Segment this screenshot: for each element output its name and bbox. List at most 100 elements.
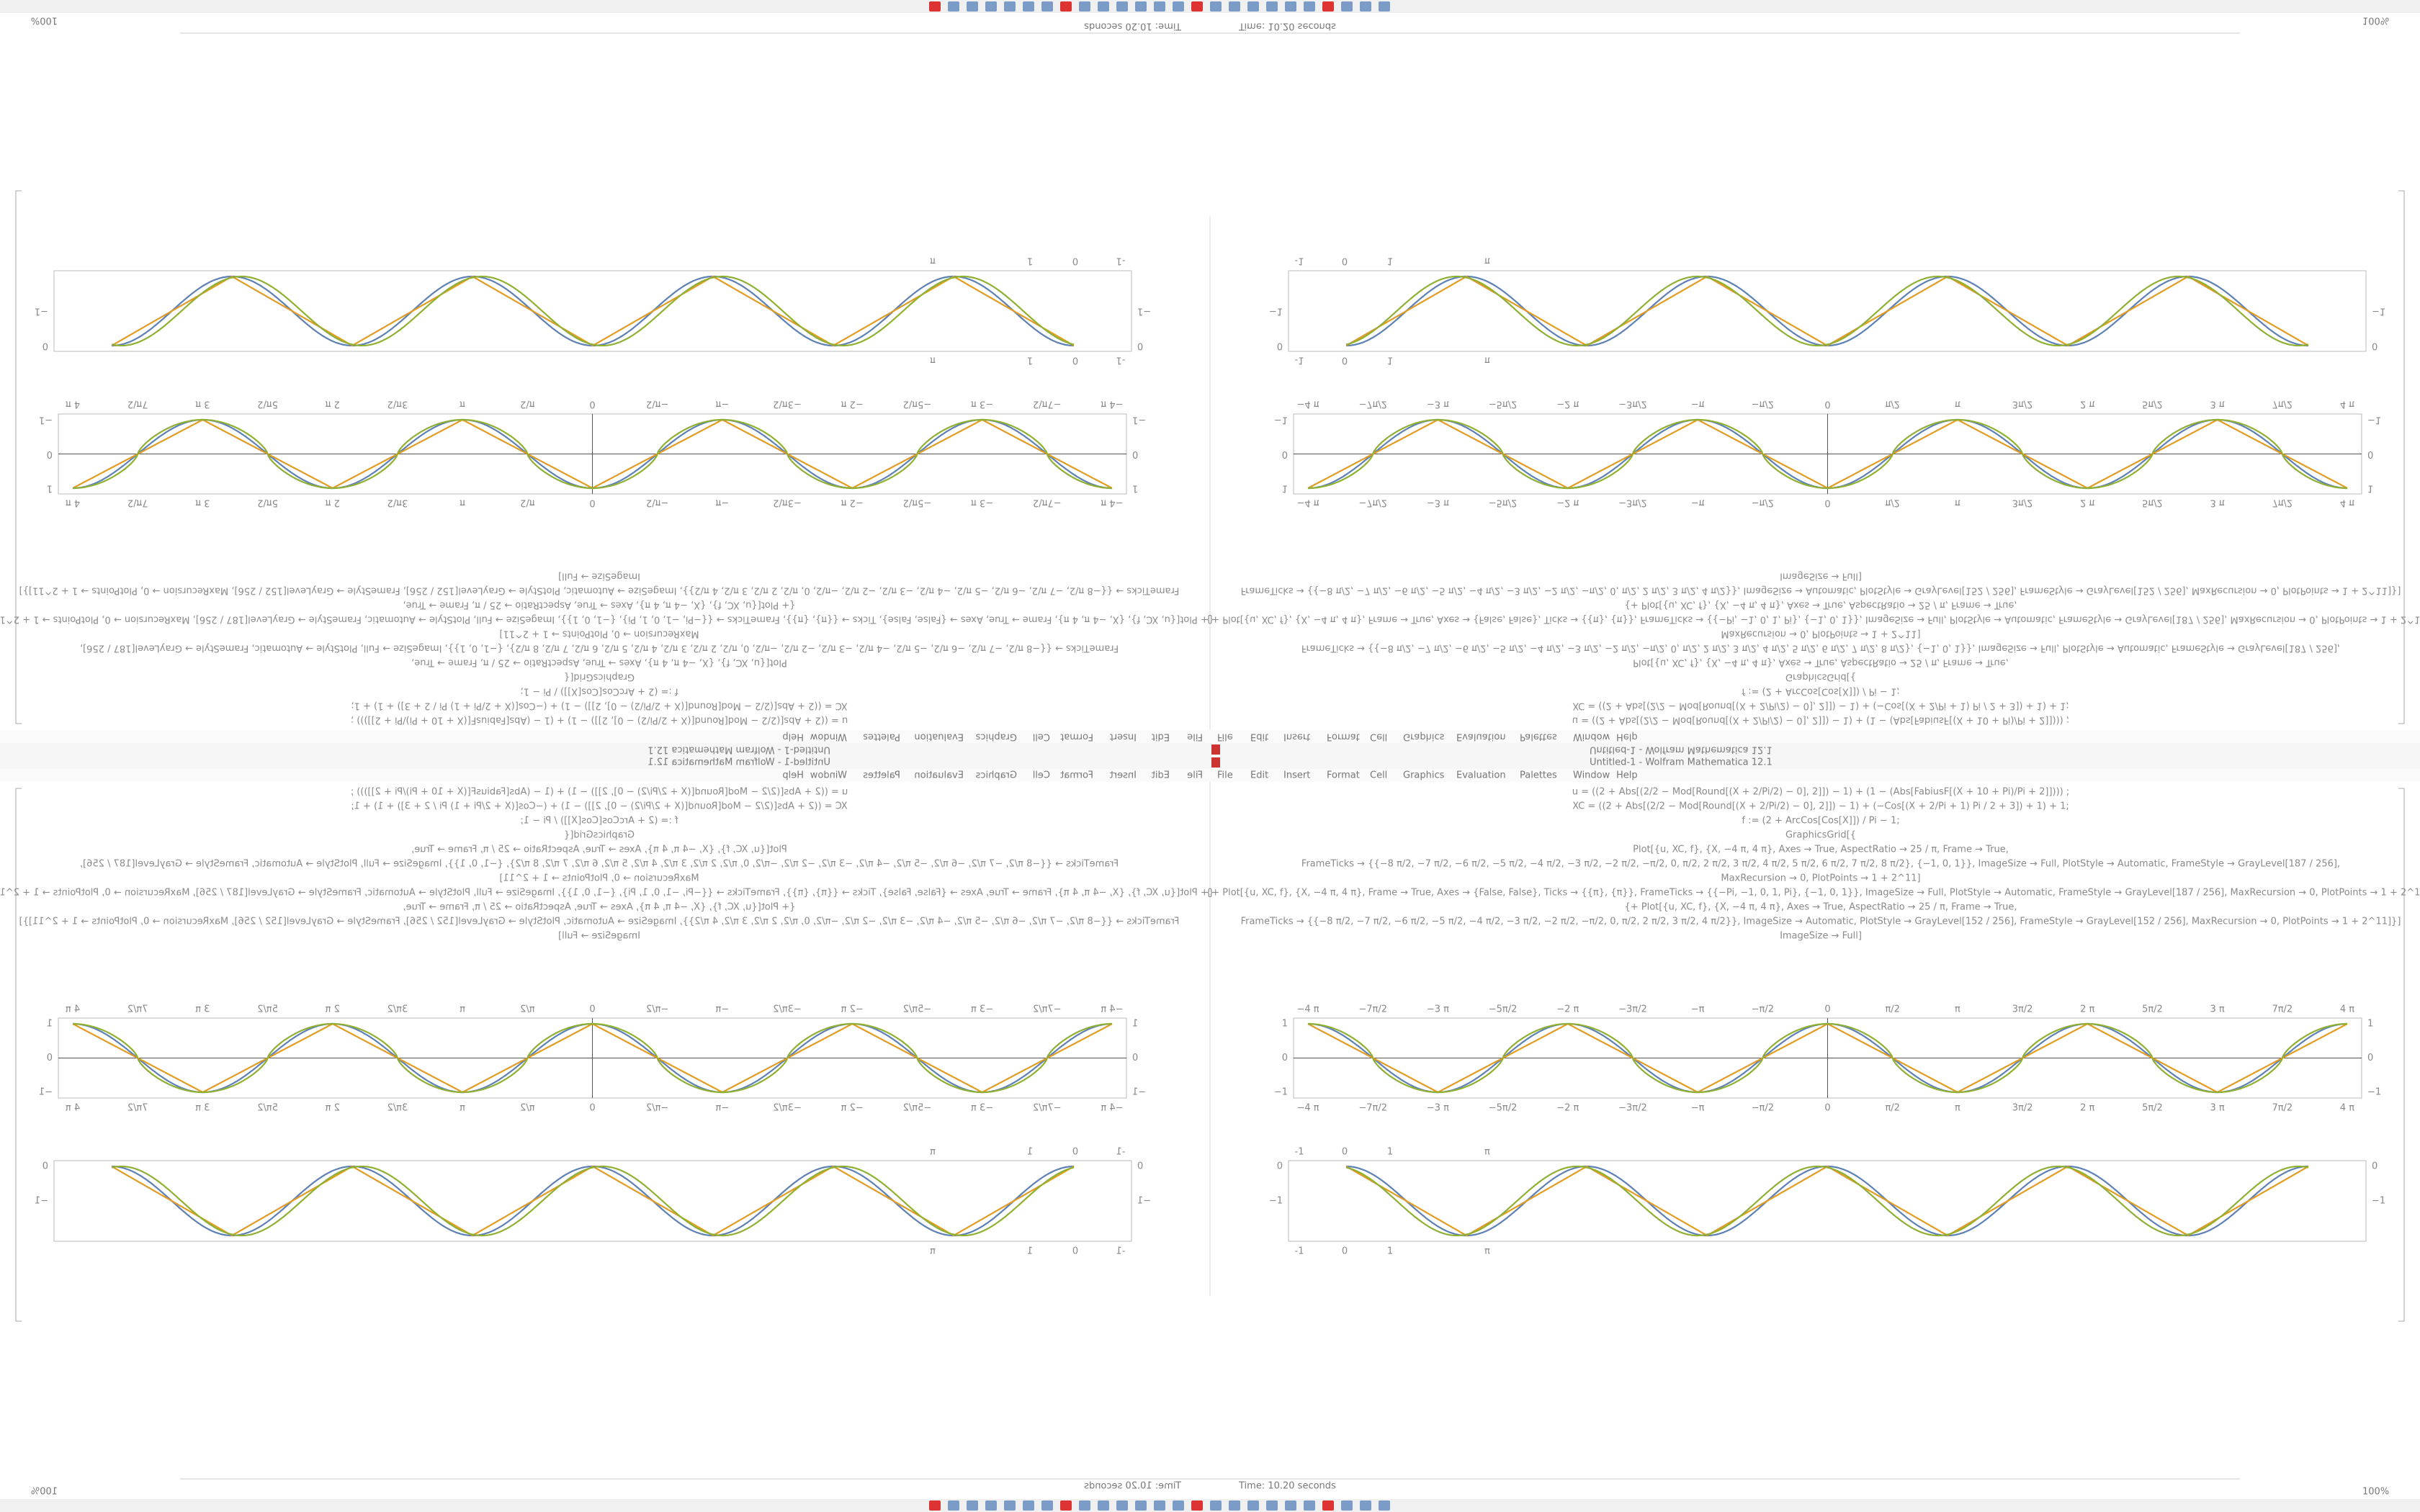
taskbar-icon[interactable] [1210,1500,1222,1511]
taskbar-icon[interactable] [1079,1,1090,12]
taskbar-icon[interactable] [1360,1500,1371,1511]
taskbar-icon[interactable] [1004,1500,1016,1511]
taskbar-icon[interactable] [1247,1500,1259,1511]
menu-item[interactable]: Graphics [1403,732,1445,742]
taskbar-icon[interactable] [985,1500,997,1511]
taskbar-icon[interactable] [1266,1500,1278,1511]
menu-item[interactable]: Edit [1250,770,1268,781]
menu-item[interactable]: Edit [1250,732,1268,742]
taskbar-icon[interactable] [967,1,978,12]
x-tick-label: π [1484,1246,1490,1257]
menu-item[interactable]: File [1187,732,1203,742]
menu-item[interactable]: File [1217,732,1233,742]
taskbar-icon[interactable] [1060,1500,1072,1511]
taskbar-icon[interactable] [1079,1500,1090,1511]
x-tick-label: π [460,1004,465,1015]
taskbar-icon[interactable] [1191,1,1203,12]
menu-item[interactable]: Insert [1283,732,1310,742]
taskbar-icon[interactable] [1247,1,1259,12]
menu-item[interactable]: Palettes [1520,732,1557,742]
menu-item[interactable]: Window [810,732,847,742]
taskbar-icon[interactable] [1210,1,1222,12]
menu-item[interactable]: Window [1573,732,1610,742]
menu-item[interactable]: Format [1327,732,1360,742]
taskbar-icon[interactable] [929,1500,941,1511]
taskbar-icon[interactable] [1266,1,1278,12]
taskbar-icon[interactable] [1229,1500,1240,1511]
menu-item[interactable]: Cell [1033,732,1050,742]
taskbar-icon[interactable] [985,1,997,12]
menu-item[interactable]: Format [1060,770,1093,781]
menu-item[interactable]: Edit [1152,732,1170,742]
menu-item[interactable]: File [1187,770,1203,781]
taskbar-icon[interactable] [1098,1,1109,12]
menu-item[interactable]: Evaluation [1456,732,1506,742]
x-tick-label: −5π/2 [903,1103,932,1114]
taskbar-icon[interactable] [1191,1500,1203,1511]
taskbar-icon[interactable] [929,1,941,12]
taskbar-icon[interactable] [1304,1,1315,12]
taskbar-icon[interactable] [1060,1,1072,12]
menu-item[interactable]: Cell [1370,770,1387,781]
code-line: {+ Plot[{u, XC, f}, {X, −4 π, 4 π}, Fram… [1206,614,2420,625]
taskbar-icon[interactable] [1379,1,1390,12]
taskbar-icon[interactable] [948,1500,959,1511]
x-tick-label: 0 [1342,256,1348,266]
menu-item[interactable]: File [1217,770,1233,781]
menu-item[interactable]: Insert [1110,732,1137,742]
taskbar-icon[interactable] [1135,1500,1147,1511]
menu-item[interactable]: Window [1573,770,1610,781]
taskbar-icon[interactable] [1173,1500,1184,1511]
menu-item[interactable]: Help [1616,732,1638,742]
taskbar-icon[interactable] [1322,1500,1334,1511]
y-tick-label: 0 [2372,1161,2378,1172]
menu-item[interactable]: Help [782,732,804,742]
menu-item[interactable]: Insert [1110,770,1137,781]
menu-item[interactable]: Edit [1152,770,1170,781]
taskbar-icon[interactable] [1116,1500,1128,1511]
close-button[interactable] [1211,757,1220,768]
menu-item[interactable]: Help [1616,770,1638,781]
taskbar-icon[interactable] [1341,1500,1353,1511]
menu-item[interactable]: Window [810,770,847,781]
taskbar-icon[interactable] [1154,1,1165,12]
menu-item[interactable]: Palettes [1520,770,1557,781]
menu-item[interactable]: Graphics [975,770,1017,781]
taskbar-icon[interactable] [1041,1,1053,12]
taskbar-icon[interactable] [1379,1500,1390,1511]
menu-item[interactable]: Evaluation [1456,770,1506,781]
taskbar-icon[interactable] [1041,1500,1053,1511]
taskbar-icon[interactable] [1173,1,1184,12]
taskbar-icon[interactable] [948,1,959,12]
taskbar-icon[interactable] [1285,1500,1296,1511]
menu-item[interactable]: Format [1327,770,1360,781]
taskbar-icon[interactable] [1304,1500,1315,1511]
y-tick-label: −1 [2367,1087,2381,1098]
menu-item[interactable]: Insert [1283,770,1310,781]
menu-item[interactable]: Cell [1370,732,1387,742]
menu-item[interactable]: Palettes [863,770,900,781]
x-tick-label: −3 π [971,1103,993,1114]
taskbar-icon[interactable] [1341,1,1353,12]
menu-item[interactable]: Graphics [1403,770,1445,781]
menu-item[interactable]: Format [1060,732,1093,742]
taskbar-icon[interactable] [1004,1,1016,12]
taskbar-icon[interactable] [967,1500,978,1511]
taskbar-icon[interactable] [1322,1,1334,12]
close-button[interactable] [1211,744,1220,755]
taskbar-icon[interactable] [1098,1500,1109,1511]
menu-item[interactable]: Evaluation [914,732,964,742]
taskbar-icon[interactable] [1023,1,1034,12]
taskbar-icon[interactable] [1360,1,1371,12]
menu-item[interactable]: Cell [1033,770,1050,781]
taskbar-icon[interactable] [1229,1,1240,12]
taskbar-icon[interactable] [1116,1,1128,12]
menu-item[interactable]: Palettes [863,732,900,742]
taskbar-icon[interactable] [1135,1,1147,12]
menu-item[interactable]: Graphics [975,732,1017,742]
taskbar-icon[interactable] [1154,1500,1165,1511]
taskbar-icon[interactable] [1023,1500,1034,1511]
menu-item[interactable]: Evaluation [914,770,964,781]
taskbar-icon[interactable] [1285,1,1296,12]
menu-item[interactable]: Help [782,770,804,781]
